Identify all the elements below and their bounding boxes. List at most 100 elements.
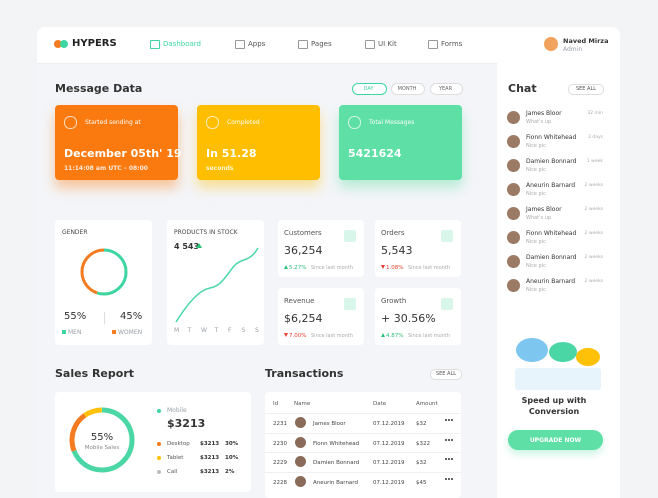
metric-change: 4.87%: [386, 333, 404, 339]
cell: $45: [416, 479, 427, 486]
card-icon: [348, 116, 361, 129]
cell: Aneurin Barnard: [313, 479, 358, 486]
promo-text: Speed up with Conversion: [521, 396, 587, 416]
card-value: In 51.28: [206, 147, 257, 160]
chat-time: 2 weeks: [584, 255, 603, 260]
gender-card: [55, 220, 152, 345]
cell: James Bloor: [313, 421, 346, 427]
upgrade-button[interactable]: [508, 430, 603, 450]
sales-share: 30%: [225, 441, 239, 447]
chat-time: 2 weeks: [584, 207, 603, 212]
chat-text: Nice pic: [526, 167, 546, 173]
metric-card: [278, 220, 364, 277]
nav-item[interactable]: Forms: [441, 40, 463, 48]
metric-change: 7.00%: [289, 333, 307, 339]
cell: $32: [416, 421, 427, 427]
chat-name: James Bloor: [526, 206, 562, 213]
avatar: [295, 417, 306, 428]
up-arrow: [284, 263, 288, 269]
legend-swatch: [62, 330, 66, 334]
user-name: Naved Mirza: [563, 37, 609, 45]
cell: 2230: [273, 440, 287, 447]
cell: Fionn Whitehead: [313, 440, 360, 447]
up-arrow: [381, 331, 385, 337]
metric-value: + 30.56%: [381, 312, 436, 325]
tab-button[interactable]: [391, 83, 425, 95]
sales-value: $3213: [200, 455, 220, 461]
avatar: [507, 159, 520, 172]
card-title: PRODUCTS IN STOCK: [174, 229, 238, 236]
card-sub: seconds: [206, 165, 234, 172]
avatar: [544, 37, 558, 51]
tab-button[interactable]: [430, 83, 463, 95]
sales-center-label: Mobile Sales: [84, 445, 120, 451]
card-value: 5421624: [348, 147, 402, 160]
legend-dot: [157, 409, 161, 413]
chat-time: 2 weeks: [584, 279, 603, 284]
metric-icon: [441, 230, 453, 242]
button-label: SEE ALL: [435, 371, 457, 377]
card-label: Started sending at: [85, 119, 141, 126]
up-arrow: [196, 240, 202, 248]
day-label: M: [174, 327, 180, 334]
divider: [104, 312, 105, 324]
nav-item[interactable]: Apps: [248, 40, 266, 48]
day-label: F: [228, 327, 232, 334]
nav-item[interactable]: Dashboard: [163, 40, 201, 48]
nav-icon: [150, 40, 160, 49]
avatar: [507, 231, 520, 244]
row-divider: [265, 452, 461, 453]
chat-name: Damien Bonnard: [526, 158, 577, 165]
chat-name: Damien Bonnard: [526, 254, 577, 261]
section-title: Message Data: [55, 82, 143, 95]
column-header: Id: [273, 401, 279, 407]
nav-item[interactable]: UI Kit: [378, 40, 397, 48]
chat-name: Fionn Whitehead: [526, 134, 577, 141]
row-divider: [265, 413, 461, 414]
brand: HYPERS: [72, 38, 117, 49]
tab-button[interactable]: [352, 83, 387, 95]
nav-icon: [428, 40, 438, 49]
metric-card: [375, 288, 461, 345]
row-menu: [445, 419, 453, 423]
day-label: W: [201, 327, 207, 334]
chat-text: Nice pic: [526, 239, 546, 245]
cell: $32: [416, 460, 427, 466]
cell: 07.12.2019: [373, 460, 405, 466]
down-arrow: [381, 265, 385, 271]
metric-icon: [441, 298, 453, 310]
legend-label: WOMEN: [118, 329, 143, 336]
sales-share: 10%: [225, 455, 239, 461]
chat-text: Nice pic: [526, 287, 546, 293]
metric-label: Orders: [381, 229, 405, 237]
card-title: GENDER: [62, 229, 88, 236]
gender-value: 45%: [120, 311, 143, 322]
column-header: Date: [373, 401, 387, 407]
chat-time: 32 min: [587, 111, 603, 116]
chat-name: Aneurin Barnard: [526, 182, 576, 189]
legend-dot: [157, 456, 161, 460]
see-all-button[interactable]: [568, 84, 604, 95]
metric-note: Since last month: [408, 333, 450, 339]
metric-change: 1.08%: [386, 265, 404, 271]
metric-icon: [344, 298, 356, 310]
see-all-button[interactable]: [430, 369, 462, 380]
avatar: [295, 456, 306, 467]
sales-share: 2%: [225, 469, 235, 475]
sales-value: $3213: [200, 441, 220, 447]
avatar: [507, 183, 520, 196]
cell: 2229: [273, 460, 287, 466]
nav-icon: [298, 40, 308, 49]
day-label: S: [241, 327, 246, 334]
row-menu: [445, 477, 453, 482]
cell: 07.12.2019: [373, 479, 405, 486]
tab-label: MONTH: [397, 86, 417, 92]
nav-item[interactable]: Pages: [311, 40, 332, 48]
legend-label: MEN: [68, 329, 82, 336]
section-title: Chat: [508, 82, 537, 95]
user-role: Admin: [563, 46, 583, 53]
chat-text: Nice pic: [526, 263, 546, 269]
metric-label: Revenue: [284, 297, 315, 305]
metric-label: Customers: [284, 229, 322, 237]
